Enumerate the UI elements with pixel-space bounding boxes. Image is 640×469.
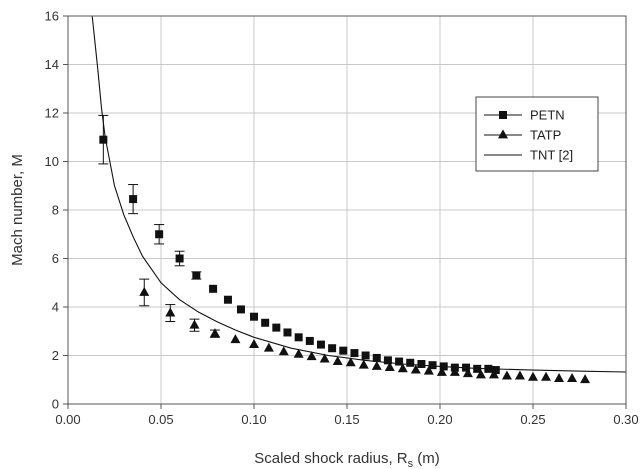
x-tick-label: 0.10 (241, 412, 266, 427)
petn-marker (383, 356, 392, 365)
x-tick-label: 0.00 (55, 412, 80, 427)
x-tick-label: 0.05 (148, 412, 173, 427)
y-axis-title: Mach number, M (9, 154, 26, 266)
tatp-marker (554, 372, 565, 382)
y-tick-label: 10 (45, 154, 59, 169)
tatp-marker (249, 339, 259, 349)
y-tick-label: 0 (52, 397, 59, 412)
legend-tatp-marker (498, 129, 508, 139)
petn-marker (491, 366, 500, 375)
tatp-marker (475, 369, 486, 379)
tatp-marker (319, 353, 330, 363)
petn-marker (462, 363, 471, 372)
petn-marker (328, 344, 337, 353)
petn-marker (350, 349, 359, 358)
tatp-marker (371, 360, 382, 370)
tatp-marker (139, 286, 150, 296)
x-tick-label: 0.30 (613, 412, 638, 427)
petn-marker (236, 305, 245, 314)
petn-marker (175, 254, 184, 263)
x-tick-label: 0.15 (334, 412, 359, 427)
tatp-marker (209, 328, 220, 338)
y-tick-label: 14 (45, 57, 59, 72)
legend-box (475, 96, 599, 172)
y-tick-label: 4 (52, 300, 59, 315)
petn-marker (406, 358, 415, 367)
tatp-marker (423, 365, 434, 375)
petn-marker (294, 333, 303, 342)
petn-marker (316, 340, 325, 349)
marker-layer (99, 135, 591, 384)
tatp-marker (278, 346, 289, 356)
legend-tnt-2-label: TNT [2] (530, 148, 573, 163)
petn-marker (272, 323, 281, 332)
tatp-marker (514, 370, 525, 380)
petn-marker (439, 362, 448, 371)
tatp-marker (541, 371, 552, 381)
y-tick-label: 16 (45, 9, 59, 24)
y-tick-label: 6 (52, 251, 59, 266)
petn-marker (99, 135, 108, 144)
petn-marker (305, 336, 314, 345)
petn-marker (417, 359, 426, 368)
petn-marker (361, 351, 370, 360)
petn-marker (339, 346, 348, 355)
petn-marker (473, 364, 482, 373)
petn-marker (372, 353, 381, 362)
tatp-marker (293, 348, 304, 358)
tatp-marker (580, 374, 591, 384)
y-tick-label: 2 (52, 348, 59, 363)
petn-marker (283, 328, 292, 337)
x-tick-label: 0.25 (520, 412, 545, 427)
tatp-marker (230, 334, 241, 344)
tatp-marker (345, 357, 356, 367)
y-tick-label: 12 (45, 106, 59, 121)
tatp-marker (410, 364, 421, 374)
petn-marker (428, 361, 437, 370)
x-axis-ticks: 0.00 0.05 0.10 0.15 0.20 0.25 0.30 (55, 404, 639, 427)
y-axis-ticks: 0 2 4 6 8 10 12 14 16 (45, 9, 68, 412)
tatp-marker (397, 363, 408, 373)
legend: PETN TATP TNT [2] (475, 96, 599, 172)
y-tick-label: 8 (52, 203, 59, 218)
tatp-marker (263, 342, 274, 352)
tatp-marker (358, 359, 369, 369)
petn-marker (129, 195, 138, 204)
x-axis-title-subscript: s (408, 458, 414, 469)
tatp-marker (165, 307, 176, 317)
legend-petn-marker (499, 111, 507, 119)
petn-marker (223, 295, 232, 304)
petn-marker (155, 230, 164, 239)
tatp-marker (436, 366, 447, 376)
x-axis-title-unit: (m) (413, 450, 440, 467)
petn-marker (250, 312, 258, 321)
petn-marker (261, 318, 270, 327)
petn-marker (192, 271, 201, 280)
tatp-marker (462, 368, 473, 378)
petn-marker (395, 357, 404, 366)
petn-marker (484, 364, 493, 373)
tatp-marker (384, 362, 395, 372)
x-axis-title: Scaled shock radius, Rs (m) (254, 450, 440, 469)
tatp-marker (306, 351, 317, 361)
tatp-marker (501, 370, 512, 380)
tatp-marker (567, 372, 578, 382)
legend-petn-label: PETN (530, 108, 565, 123)
tatp-marker (332, 355, 343, 365)
tatp-marker (449, 366, 460, 376)
tatp-marker (528, 371, 538, 381)
legend-tatp-label: TATP (530, 128, 561, 143)
x-tick-label: 0.20 (427, 412, 452, 427)
tatp-marker (488, 369, 499, 379)
petn-marker (209, 284, 218, 293)
tatp-marker (189, 319, 200, 329)
